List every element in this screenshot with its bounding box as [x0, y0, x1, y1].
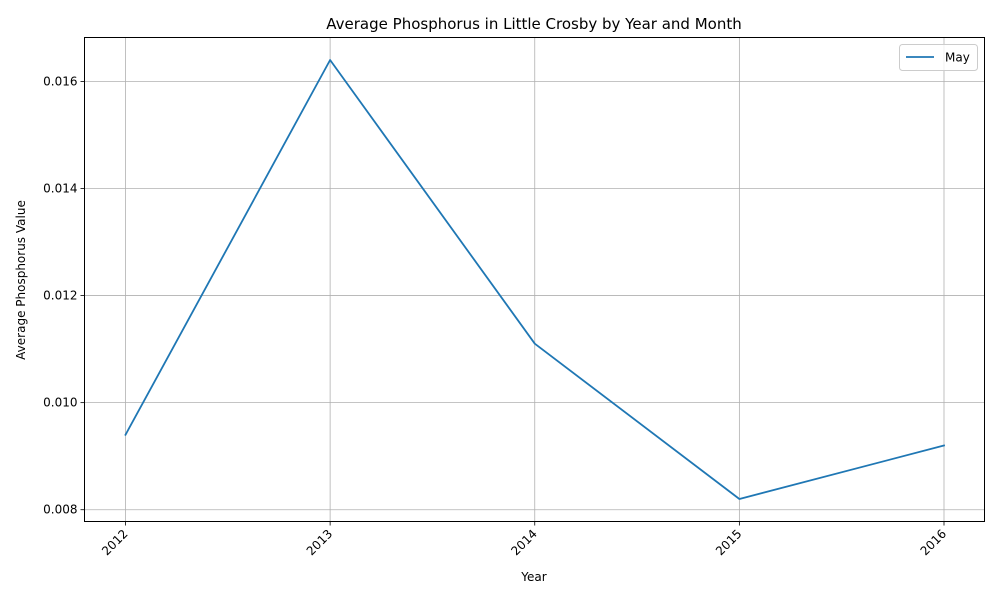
legend-label-may: May: [945, 51, 970, 65]
y-tick-label: 0.012: [43, 289, 77, 303]
legend: May: [899, 44, 978, 71]
y-tick-label: 0.008: [43, 503, 77, 517]
y-axis-ticks: 0.008 0.010 0.012 0.014 0.016: [43, 74, 85, 517]
y-tick-label: 0.014: [43, 181, 77, 195]
y-tick-label: 0.010: [43, 396, 77, 410]
legend-box: [899, 44, 978, 71]
series-line-may: [124, 59, 946, 500]
chart-title: Average Phosphorus in Little Crosby by Y…: [326, 15, 741, 33]
grid-lines: [84, 37, 985, 522]
y-tick-label: 0.016: [43, 74, 77, 88]
y-axis-label: Average Phosphorus Value: [14, 200, 28, 360]
x-axis-label: Year: [520, 570, 546, 584]
